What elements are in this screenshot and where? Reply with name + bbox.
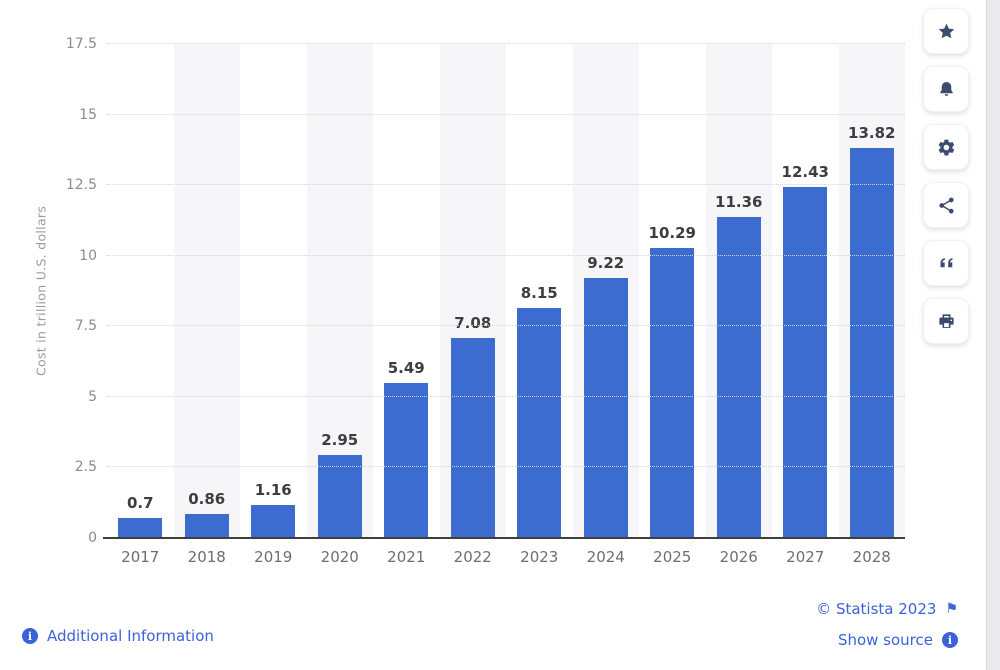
bar-2020[interactable] (317, 454, 362, 538)
bar-2028[interactable] (849, 147, 894, 538)
bar-value-label: 7.08 (454, 314, 492, 333)
plot-area: 0.7 0.86 1.16 2.95 5.49 7.08 8.15 9.22 10.29 11.3… (107, 43, 905, 538)
y-tick-label: 2.5 (74, 459, 97, 476)
printer-icon (937, 312, 956, 331)
bar-value-label: 0.86 (188, 489, 226, 508)
bar-2026[interactable] (716, 217, 761, 538)
show-source-link[interactable]: Show source i (838, 631, 958, 649)
bar-2025[interactable] (650, 247, 695, 538)
bar-2024[interactable] (583, 277, 628, 538)
bell-icon (937, 80, 956, 99)
y-tick-label: 10 (79, 247, 97, 264)
column-2026: 11.36 (705, 44, 772, 538)
quote-icon (937, 254, 956, 273)
column-2023: 8.15 (506, 44, 573, 538)
x-tick-label-2022: 2022 (453, 548, 492, 566)
star-icon (937, 22, 956, 41)
y-tick-label: 5 (88, 388, 97, 405)
bar-value-label: 8.15 (520, 283, 558, 302)
gridline-5 (107, 395, 905, 397)
y-tick-label: 0 (88, 530, 97, 546)
column-2018: 0.86 (173, 44, 240, 538)
gridline-15 (107, 113, 905, 115)
notifications-button[interactable] (923, 66, 969, 112)
bar-value-label: 12.43 (781, 163, 829, 182)
bar-value-label: 11.36 (715, 193, 763, 212)
column-2017: 0.7 (107, 44, 174, 538)
gridline-10 (107, 254, 905, 256)
x-tick-label-2018: 2018 (187, 548, 226, 566)
flag-icon: ⚑ (945, 601, 958, 617)
x-tick-label-2017: 2017 (121, 548, 160, 566)
gridline-7.5 (107, 325, 905, 327)
x-tick-label-2028: 2028 (852, 548, 891, 566)
bar-2019[interactable] (251, 505, 296, 538)
y-tick-label: 7.5 (74, 318, 97, 335)
y-axis-ticks: 0 2.5 5 7.5 10 12.5 15 17.5 (0, 36, 97, 546)
bar-value-label: 10.29 (648, 223, 696, 242)
bar-value-label: 9.22 (587, 253, 625, 272)
gear-icon (937, 138, 956, 157)
print-button[interactable] (923, 298, 969, 344)
info-icon: i (22, 628, 38, 644)
column-2019: 1.16 (240, 44, 307, 538)
x-tick-label-2026: 2026 (719, 548, 758, 566)
bar-2023[interactable] (517, 307, 562, 538)
column-2024: 9.22 (572, 44, 639, 538)
bar-value-label: 1.16 (254, 481, 292, 500)
bar-value-label: 0.7 (126, 494, 154, 513)
x-tick-label-2025: 2025 (653, 548, 692, 566)
favorite-button[interactable] (923, 8, 969, 54)
column-2025: 10.29 (639, 44, 706, 538)
x-axis-line (103, 537, 905, 539)
column-2027: 12.43 (772, 44, 839, 538)
share-button[interactable] (923, 182, 969, 228)
x-tick-label-2023: 2023 (520, 548, 559, 566)
copyright-label: © Statista 2023 (816, 600, 937, 618)
page-edge-strip (986, 0, 1000, 670)
share-icon (937, 196, 956, 215)
gridline-2.5 (107, 466, 905, 468)
column-2020: 2.95 (306, 44, 373, 538)
gridline-12.5 (107, 184, 905, 186)
x-tick-label-2027: 2027 (786, 548, 825, 566)
additional-information-label: Additional Information (47, 627, 214, 645)
bar-2021[interactable] (384, 383, 429, 538)
bar-value-label: 5.49 (387, 359, 425, 378)
gridline-17.5 (107, 43, 905, 44)
bar-value-label: 2.95 (321, 430, 359, 449)
x-axis-labels: 2017 2018 2019 2020 2021 2022 2023 2024 2025 2026… (107, 548, 905, 570)
x-tick-label-2024: 2024 (586, 548, 625, 566)
info-icon: i (942, 632, 958, 648)
bar-2027[interactable] (783, 187, 828, 538)
additional-information-link[interactable]: i Additional Information (22, 627, 214, 645)
cite-button[interactable] (923, 240, 969, 286)
y-tick-label: 12.5 (65, 177, 97, 194)
column-2028: 13.82 (838, 44, 905, 538)
x-tick-label-2020: 2020 (320, 548, 359, 566)
bar-2022[interactable] (450, 338, 495, 538)
x-tick-label-2019: 2019 (254, 548, 293, 566)
x-tick-label-2021: 2021 (387, 548, 426, 566)
statista-copyright-link[interactable]: © Statista 2023 ⚑ (816, 600, 958, 618)
show-source-label: Show source (837, 631, 933, 649)
bar-value-label: 13.82 (848, 123, 896, 142)
settings-button[interactable] (923, 124, 969, 170)
column-2022: 7.08 (439, 44, 506, 538)
bar-2018[interactable] (184, 513, 229, 538)
y-tick-label: 15 (79, 106, 97, 123)
y-tick-label: 17.5 (65, 36, 97, 52)
column-2021: 5.49 (373, 44, 440, 538)
bar-2017[interactable] (118, 518, 163, 538)
